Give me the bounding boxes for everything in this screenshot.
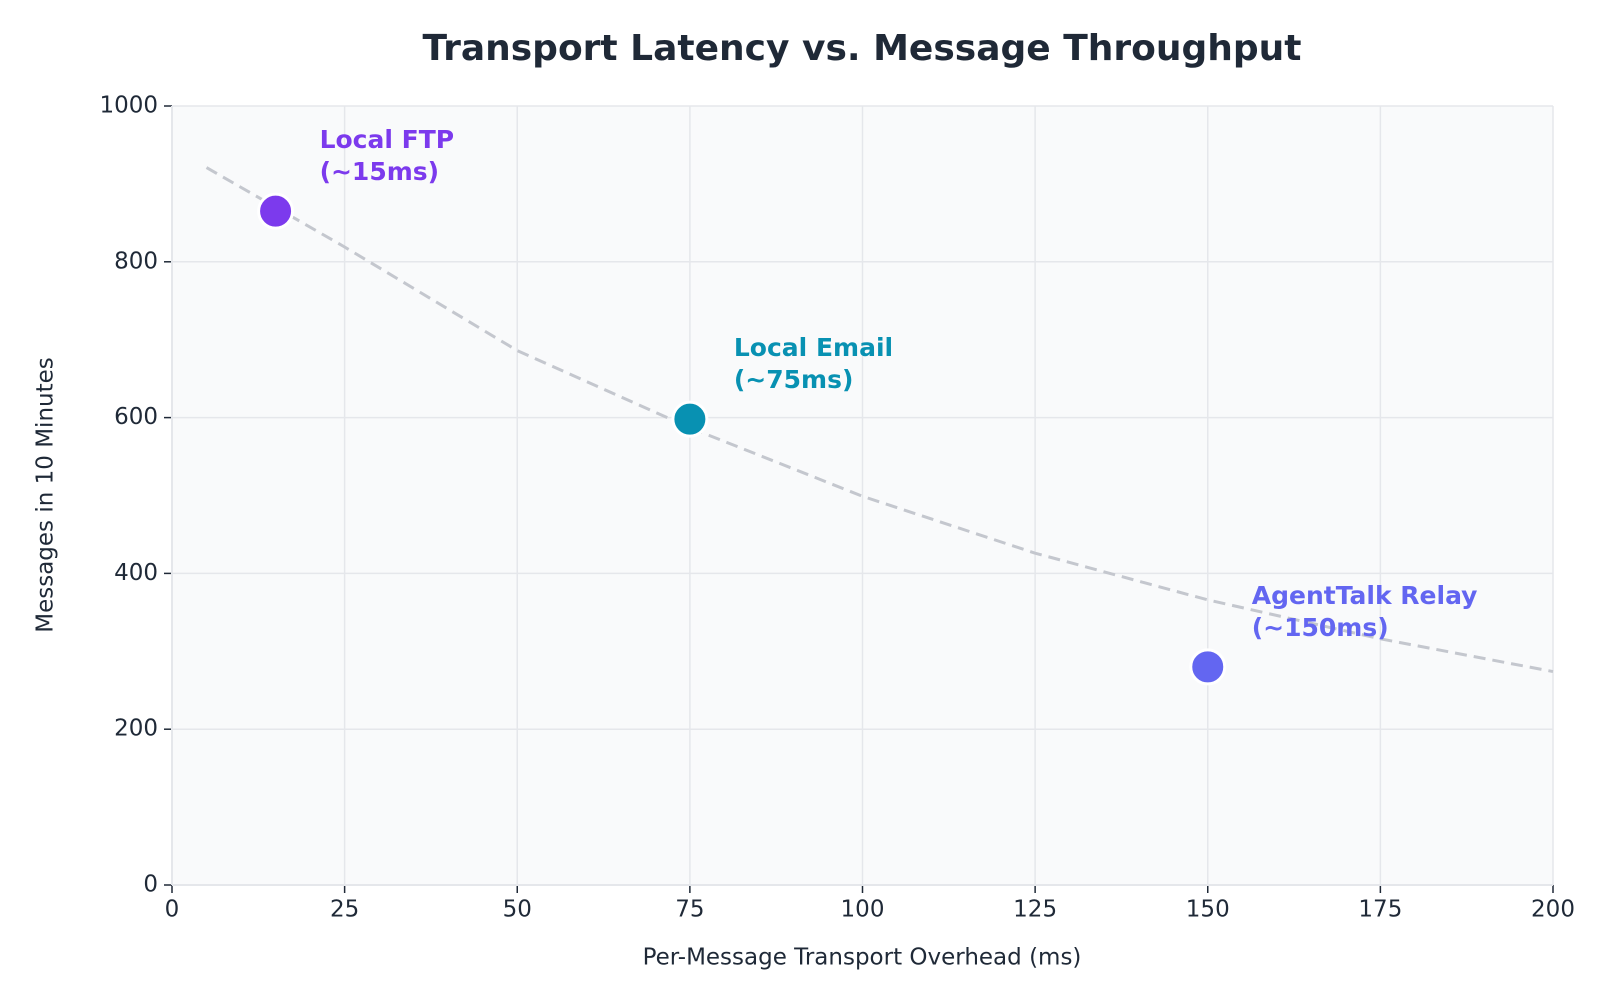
point-label: (~15ms) [320,157,440,186]
y-tick-label: 0 [143,872,158,898]
point [1189,648,1227,686]
y-tick-label: 800 [114,248,158,274]
x-tick-label: 125 [1013,897,1057,923]
chart-title: Transport Latency vs. Message Throughput [422,28,1301,69]
point [257,192,295,230]
x-tick-label: 50 [503,897,532,923]
x-tick-label: 75 [675,897,704,923]
x-tick-label: 200 [1531,897,1575,923]
x-tick-label: 25 [330,897,359,923]
x-tick-label: 100 [841,897,885,923]
x-tick-label: 175 [1358,897,1402,923]
point-label: Local Email [734,333,893,362]
point [671,400,709,438]
y-tick-label: 200 [114,716,158,742]
x-axis-label: Per-Message Transport Overhead (ms) [643,945,1082,971]
x-tick-label: 150 [1186,897,1230,923]
point-label: Local FTP [320,125,455,154]
y-axis-label: Messages in 10 Minutes [33,357,59,633]
y-tick-label: 1000 [99,93,158,119]
point-label: AgentTalk Relay [1252,581,1478,610]
point-label: (~75ms) [734,365,854,394]
y-tick-label: 600 [114,404,158,430]
x-tick-label: 0 [165,897,180,923]
point-label: (~150ms) [1252,613,1389,642]
y-tick-label: 400 [114,560,158,586]
